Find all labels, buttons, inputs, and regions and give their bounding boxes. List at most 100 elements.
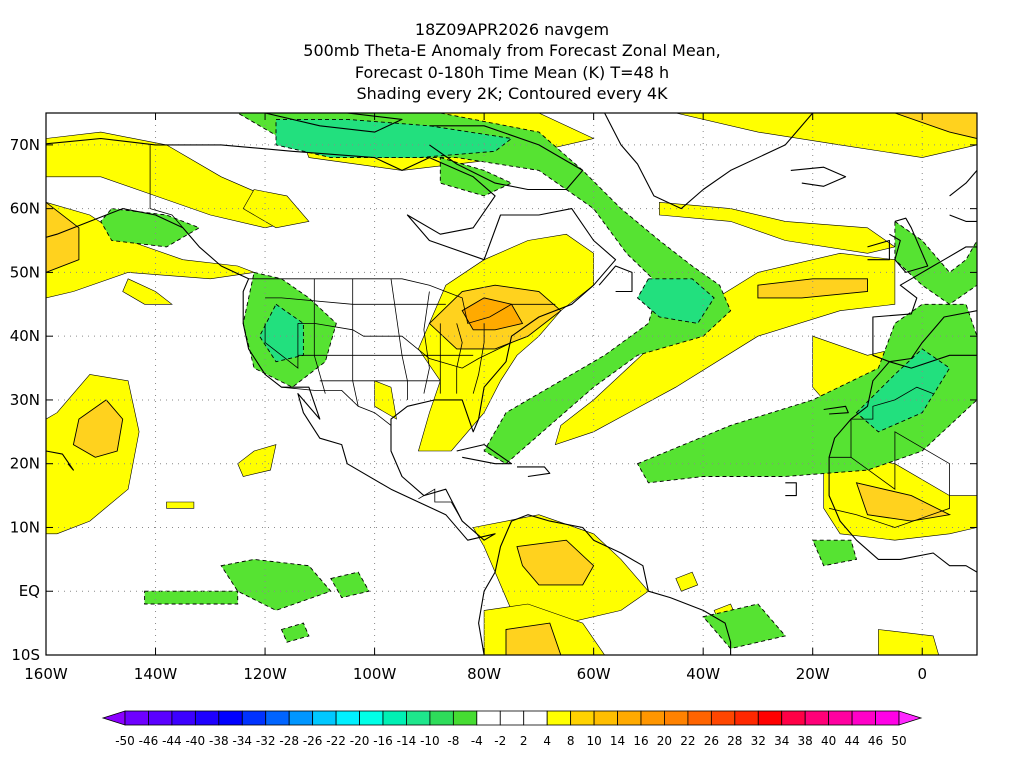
lon-tick-label-1: 140W: [134, 665, 178, 683]
colorbar-swatch-3: [171, 710, 196, 726]
lat-tick-label-4: 30N: [10, 391, 40, 409]
positive-region-27: [675, 571, 699, 592]
colorbar-swatch-12: [382, 710, 407, 726]
colorbar-label-21: 14: [610, 734, 625, 748]
colorbar-label-15: -4: [471, 734, 483, 748]
colorbar-label-31: 44: [844, 734, 859, 748]
lat-tick-label-1: 60N: [10, 200, 40, 218]
negative-region-8: [894, 220, 977, 305]
colorbar-label-22: 16: [633, 734, 648, 748]
positive-region-18: [894, 113, 977, 139]
colorbar-label-11: -16: [373, 734, 393, 748]
colorbar-label-32: 46: [868, 734, 883, 748]
lon-tick-label-7: 20W: [796, 665, 830, 683]
colorbar-label-33: 50: [891, 734, 906, 748]
colorbar-swatch-30: [804, 710, 830, 726]
colorbar-arrow-low: [101, 710, 126, 726]
colorbar-swatch-1: [124, 710, 149, 726]
colorbar-swatch-21: [593, 710, 618, 726]
colorbar-swatch-28: [757, 710, 783, 726]
lon-tick-label-2: 120W: [243, 665, 287, 683]
coastline-arctic-islands: [264, 113, 403, 133]
colorbar-swatch-16: [476, 710, 501, 726]
latitude-axis: 70N 60N 50N 40N 30N 20N 10N EQ 10S: [10, 136, 977, 664]
title-line-4: Shading every 2K; Contoured every 4K: [356, 84, 668, 103]
positive-region-13: [554, 252, 896, 446]
colorbar-label-18: 4: [543, 734, 551, 748]
border-us-canada: [248, 278, 556, 324]
positive-region-11: [237, 444, 277, 477]
colorbar-label-24: 22: [680, 734, 695, 748]
title-line-2: 500mb Theta-E Anomaly from Forecast Zona…: [303, 41, 720, 60]
border-alaska-canada: [149, 144, 195, 241]
colorbar-swatch-29: [781, 710, 806, 726]
negative-region-10: [220, 558, 332, 611]
colorbar-label-3: -40: [186, 734, 206, 748]
colorbar-label-20: 10: [586, 734, 601, 748]
negative-region-3: [100, 208, 201, 248]
colorbar-swatch-5: [218, 710, 243, 726]
colorbar-label-6: -32: [256, 734, 276, 748]
lon-tick-label-4: 80W: [467, 665, 501, 683]
lat-tick-label-7: EQ: [19, 582, 40, 600]
colorbar-label-17: 2: [520, 734, 528, 748]
positive-region-3: [46, 201, 80, 273]
negative-region-1: [275, 118, 513, 159]
figure-title: 18Z09APR2026 navgem 500mb Theta-E Anomal…: [303, 20, 720, 103]
border-west-africa: [829, 386, 934, 458]
colorbar-label-7: -28: [279, 734, 299, 748]
colorbar-label-29: 38: [798, 734, 813, 748]
title-line-1: 18Z09APR2026 navgem: [415, 20, 609, 39]
lat-tick-label-8: 10S: [11, 646, 40, 664]
coastline-africa: [828, 354, 977, 573]
lat-tick-label-6: 10N: [10, 518, 40, 536]
colorbar-swatch-6: [241, 710, 267, 726]
colorbar-swatch-20: [570, 710, 595, 726]
coastline-hawaii: [46, 450, 74, 471]
colorbar-swatch-13: [406, 710, 431, 726]
colorbar-label-30: 40: [821, 734, 836, 748]
colorbar-swatch-31: [828, 710, 853, 726]
border-west-africa-2: [829, 431, 950, 528]
colorbar-label-10: -20: [350, 734, 370, 748]
coastline-north-america: [46, 137, 617, 541]
coastline-canary-islands: [823, 405, 849, 415]
coastline-british-isles: [889, 217, 929, 273]
coastline-hispaniola: [517, 466, 551, 478]
colorbar-swatch-25: [687, 710, 712, 726]
colorbar-swatch-15: [452, 710, 478, 726]
positive-region-1: [242, 189, 310, 229]
colorbar-label-19: 8: [567, 734, 575, 748]
negative-anomaly-layer: [100, 113, 977, 650]
negative-region-6: [636, 303, 977, 484]
coastline-iberia-europe: [872, 246, 977, 363]
lon-tick-label-8: 0: [917, 665, 927, 683]
positive-region-15: [757, 278, 868, 299]
lon-tick-label-3: 100W: [353, 665, 397, 683]
colorbar-arrow-high: [898, 710, 923, 726]
coastline-ireland: [867, 239, 890, 261]
border-state-lines-j: [265, 297, 446, 305]
positive-region-12: [166, 501, 195, 509]
colorbar-swatch-22: [617, 710, 642, 726]
positive-region-14: [659, 201, 896, 254]
negative-region-14: [702, 603, 787, 650]
lon-tick-label-6: 40W: [686, 665, 720, 683]
coastline-cape-verde: [785, 482, 797, 497]
negative-region-12: [144, 590, 239, 605]
longitude-axis: 160W 140W 120W 100W 80W 60W 40W 20W 0: [24, 113, 927, 683]
colorbar-swatch-2: [148, 710, 173, 726]
coastline-greenland: [604, 113, 814, 210]
coastline-cuba: [456, 444, 513, 465]
positive-region-25: [855, 482, 952, 522]
colorbar-label-13: -10: [420, 734, 440, 748]
colorbar-swatch-19: [546, 710, 572, 726]
colorbar-label-8: -26: [303, 734, 323, 748]
coastline-baffin: [429, 125, 584, 191]
colorbar-swatch-14: [429, 710, 454, 726]
negative-region-13: [280, 622, 310, 643]
title-line-3: Forecast 0-180h Time Mean (K) T=48 h: [355, 63, 669, 82]
negative-region-15: [812, 539, 858, 567]
positive-region-26: [878, 629, 940, 655]
